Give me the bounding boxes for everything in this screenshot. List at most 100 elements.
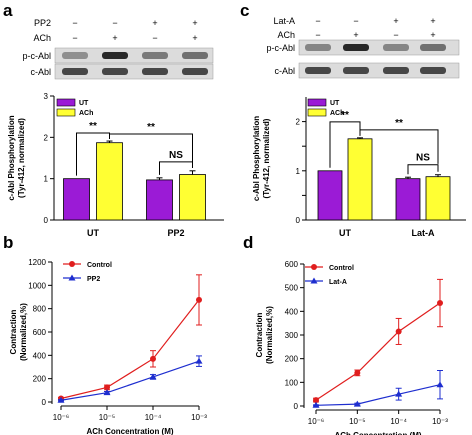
treatment-sign: + [430,30,435,40]
line-chart-4: 0 100 200 300 400 500 600 10⁻⁶ 10⁻⁵ 10⁻⁴ 10⁻³ ACh C… [255,260,448,435]
y-axis-title-line: c-Abl Phosphorylation [252,116,261,201]
category-label: PP2 [167,228,184,238]
blot-band [62,52,88,59]
treatment-sign: + [393,16,398,26]
treatment-label: PP2 [34,18,51,28]
y-tick-label: 500 [285,284,299,293]
treatment-sign: − [72,33,77,43]
band-label: c-Abl [30,67,51,77]
legend-label: UT [79,100,89,107]
bar-chart-3: 0 1 2 c-Abl Phosphorylation(Tyr-412, normal… [252,97,466,238]
band-label: p-c-Abl [266,43,295,53]
y-tick-label: 2 [44,133,49,142]
series-line [315,302,441,401]
data-point [437,300,443,307]
significance-label: ** [89,121,97,132]
y-tick-label: 0 [42,398,47,407]
y-tick-label: 300 [285,331,299,340]
y-tick-label: 1 [44,175,49,184]
panel-label-c: c [240,1,249,20]
x-tick-label: 10⁻⁴ [145,413,162,422]
legend-label: PP2 [87,276,100,283]
y-axis-title-line: Contraction [9,309,18,354]
y-axis-title-line: (Tyr-412, normalized) [262,118,271,198]
y-tick-label: 3 [44,92,49,101]
band-label: c-Abl [274,66,295,76]
data-point [436,381,444,388]
x-axis-title: ACh Concentration (M) [86,427,173,435]
category-label: UT [339,228,351,238]
x-tick-label: 10⁻⁶ [308,417,324,426]
series-line [60,299,200,400]
blot-band [182,68,208,75]
blot-band [102,68,128,75]
treatment-sign: + [430,16,435,26]
legend-marker [310,277,318,284]
data-point [103,389,111,396]
x-tick-label: 10⁻⁵ [349,417,365,426]
treatment-sign: − [393,30,398,40]
y-tick-label: 800 [33,305,47,314]
category-label: Lat-A [412,228,435,238]
data-point [313,397,319,404]
significance-bracket [329,121,361,168]
y-axis-title-line: (Normalized,%) [19,303,28,361]
series-line [60,360,200,401]
bar [63,178,90,221]
y-tick-label: 200 [33,375,47,384]
data-point [395,390,403,397]
data-point [395,328,402,335]
y-tick-label: 0 [44,216,49,225]
y-tick-label: 1 [296,167,301,176]
y-tick-label: 200 [285,355,299,364]
blot-band [142,68,168,75]
blot-band [343,67,369,74]
treatment-sign: − [112,18,117,28]
y-tick-label: 100 [285,378,299,387]
y-axis-title: Contraction(Normalized,%) [9,303,28,361]
treatment-label: ACh [277,30,295,40]
blot-strip [54,47,214,64]
treatment-sign: − [353,16,358,26]
y-tick-label: 1200 [28,258,46,267]
significance-label: NS [416,153,430,164]
y-axis-title-line: (Normalized,%) [265,306,274,364]
y-axis-title-line: (Tyr-412, normalized) [17,118,26,198]
data-point [196,296,202,303]
data-point [354,369,361,376]
panel-label-d: d [243,233,253,252]
treatment-label: Lat-A [273,16,295,26]
legend-marker [68,274,76,281]
significance-label: ** [341,110,349,121]
blot-band [305,44,331,51]
legend-label: Control [87,262,112,269]
y-axis-title-line: Contraction [255,312,264,357]
y-axis-title: c-Abl Phosphorylation(Tyr-412, normalize… [7,115,26,200]
treatment-sign: + [192,33,197,43]
blot-band [383,67,409,74]
legend-label: UT [330,100,340,107]
legend-marker [311,264,317,270]
y-axis-title: Contraction(Normalized,%) [255,306,274,364]
blot-band [102,52,128,59]
legend-swatch [56,98,76,107]
y-tick-label: 600 [33,328,47,337]
treatment-sign: + [353,30,358,40]
legend-label: ACh [330,110,344,117]
band-label: p-c-Abl [22,51,51,61]
legend-swatch [56,108,76,117]
bar [395,178,421,221]
bar [179,174,206,221]
blot-panel-1: PP2 − − + + ACh − + − + p-c-Abl c-Abl [22,18,214,80]
data-point [150,355,156,362]
blot-band [305,67,331,74]
data-point [312,401,320,408]
bar [96,142,123,221]
category-label: UT [87,228,99,238]
legend-swatch [307,98,327,107]
legend-marker [69,261,75,267]
y-axis-title: c-Abl Phosphorylation(Tyr-412, normalize… [252,116,271,201]
y-tick-label: 0 [294,402,299,411]
significance-label: ** [147,122,155,133]
blot-band [420,44,446,51]
